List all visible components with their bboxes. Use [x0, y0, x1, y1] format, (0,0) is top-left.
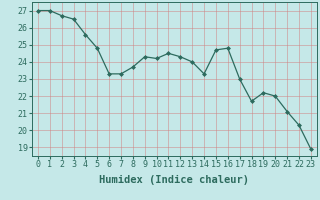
X-axis label: Humidex (Indice chaleur): Humidex (Indice chaleur): [100, 175, 249, 185]
